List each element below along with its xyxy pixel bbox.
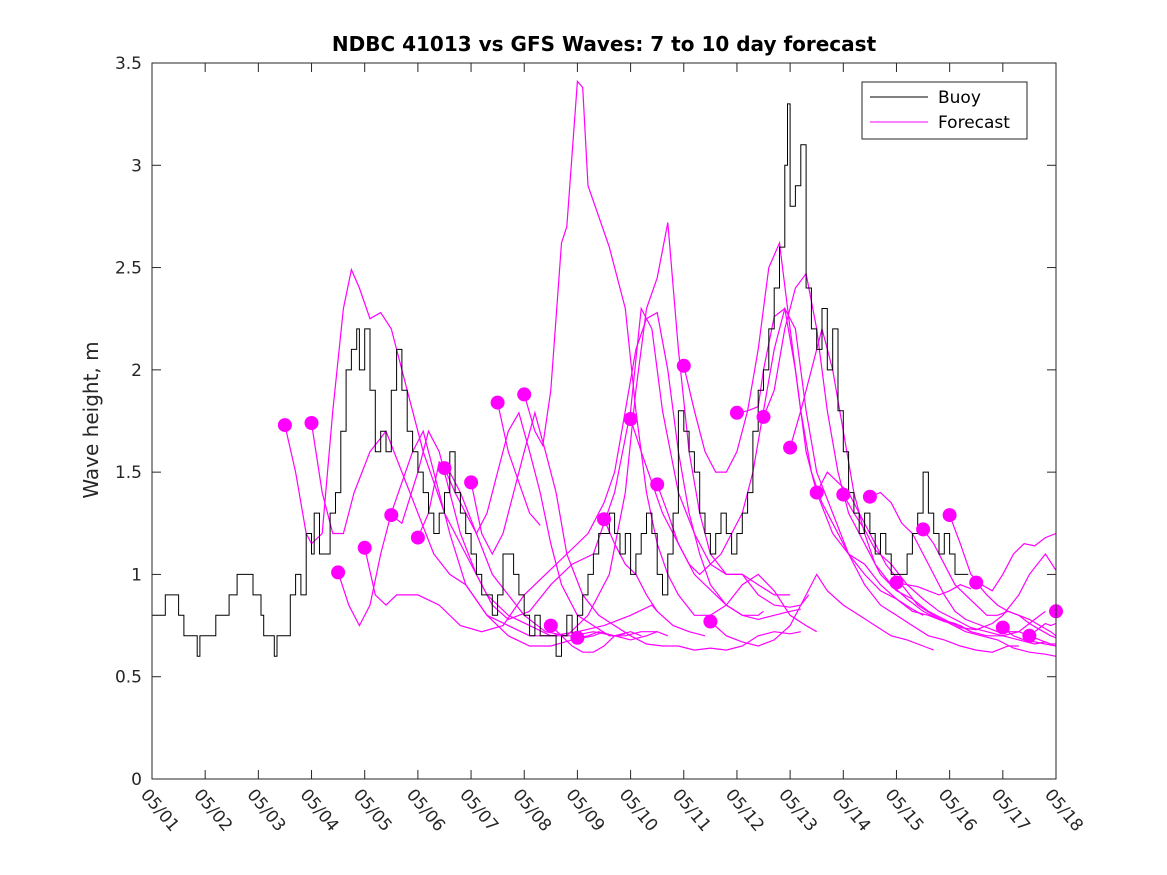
forecast-line-24 bbox=[896, 582, 972, 596]
y-tick-label-3: 1.5 bbox=[115, 463, 142, 483]
y-tick-label-0: 0 bbox=[131, 770, 142, 790]
forecast-line-15 bbox=[656, 306, 924, 616]
forecast-marker-3 bbox=[331, 565, 346, 580]
forecast-marker-18 bbox=[729, 405, 744, 420]
forecast-line-20 bbox=[789, 326, 1046, 637]
forecast-line-11 bbox=[550, 625, 642, 653]
forecast-marker-28 bbox=[995, 620, 1010, 635]
y-axis-label: Wave height, m bbox=[79, 341, 103, 498]
plot-area bbox=[152, 79, 1063, 657]
forecast-marker-5 bbox=[384, 508, 399, 523]
forecast-marker-19 bbox=[756, 409, 771, 424]
forecast-marker-8 bbox=[464, 475, 479, 490]
forecast-marker-24 bbox=[889, 575, 904, 590]
forecast-line-26 bbox=[949, 514, 1057, 592]
forecast-line-7 bbox=[443, 411, 669, 637]
forecast-marker-10 bbox=[517, 387, 532, 402]
forecast-marker-23 bbox=[862, 489, 877, 504]
forecast-marker-12 bbox=[570, 630, 585, 645]
chart-title: NDBC 41013 vs GFS Waves: 7 to 10 day for… bbox=[332, 32, 877, 56]
forecast-marker-9 bbox=[490, 395, 505, 410]
legend-buoy-label: Buoy bbox=[938, 88, 981, 108]
forecast-marker-21 bbox=[809, 485, 824, 500]
y-tick-label-5: 2.5 bbox=[115, 259, 142, 279]
buoy-line bbox=[152, 103, 969, 657]
forecast-marker-20 bbox=[783, 440, 798, 455]
forecast-line-2 bbox=[310, 422, 605, 647]
y-tick-label-1: 0.5 bbox=[115, 668, 142, 688]
forecast-line-13 bbox=[603, 518, 706, 637]
forecast-marker-7 bbox=[437, 461, 452, 476]
forecast-line-12 bbox=[577, 631, 658, 641]
forecast-marker-6 bbox=[410, 530, 425, 545]
forecast-marker-25 bbox=[916, 522, 931, 537]
y-tick-label-2: 1 bbox=[131, 565, 142, 585]
y-tick-label-7: 3.5 bbox=[115, 54, 142, 74]
forecast-line-19 bbox=[762, 272, 1057, 631]
forecast-marker-4 bbox=[357, 540, 372, 555]
forecast-marker-22 bbox=[836, 487, 851, 502]
forecast-marker-2 bbox=[304, 416, 319, 430]
forecast-marker-26 bbox=[942, 508, 957, 523]
forecast-line-16 bbox=[683, 240, 1019, 653]
forecast-marker-14 bbox=[623, 412, 638, 426]
forecast-line-14 bbox=[630, 418, 801, 621]
legend-box bbox=[861, 81, 1028, 140]
forecast-line-22 bbox=[842, 494, 1046, 645]
forecast-line-8 bbox=[470, 410, 801, 651]
forecast-marker-15 bbox=[650, 477, 665, 492]
forecast-marker-27 bbox=[969, 575, 984, 590]
forecast-marker-1 bbox=[277, 418, 292, 433]
legend-forecast-label: Forecast bbox=[938, 113, 1010, 133]
forecast-marker-11 bbox=[543, 618, 558, 633]
forecast-marker-17 bbox=[703, 614, 718, 629]
legend: Buoy Forecast bbox=[861, 81, 1028, 140]
forecast-line-17 bbox=[709, 573, 934, 651]
forecast-marker-13 bbox=[597, 512, 611, 527]
forecast-marker-16 bbox=[676, 358, 691, 373]
axes-box bbox=[151, 62, 1057, 780]
y-tick-label-4: 2 bbox=[131, 361, 142, 381]
forecast-line-27 bbox=[975, 582, 1057, 637]
forecast-marker-29 bbox=[1022, 628, 1037, 643]
forecast-line-9 bbox=[497, 402, 541, 526]
y-tick-label-6: 3 bbox=[131, 156, 142, 176]
